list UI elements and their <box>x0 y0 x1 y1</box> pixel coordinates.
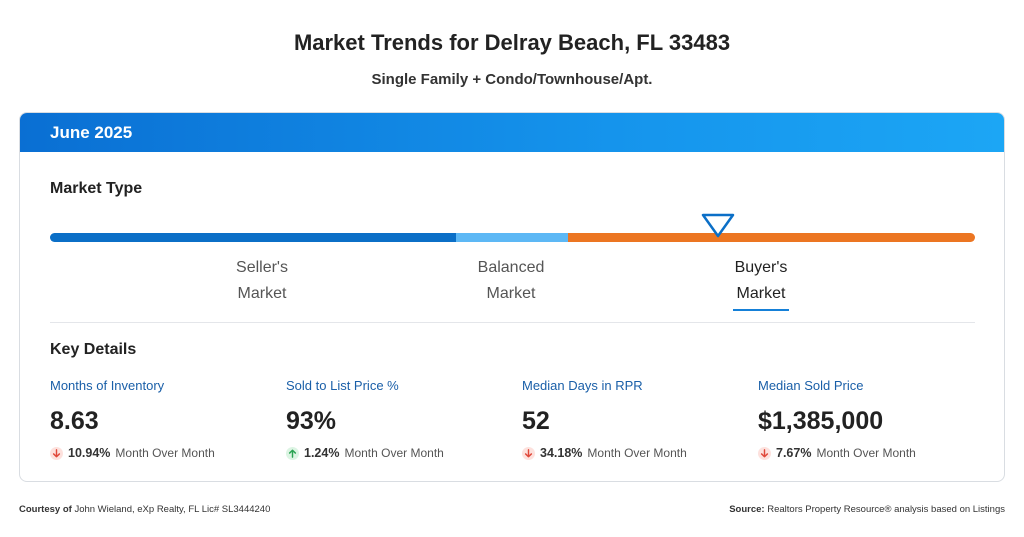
metric-value: 8.63 <box>50 407 99 435</box>
metric-label: Sold to List Price % <box>286 378 399 393</box>
balanced-market-bar-segment <box>456 233 569 242</box>
metric-change-percent: 7.67% <box>776 446 812 460</box>
buyer-market-label-line2: Market <box>736 285 786 302</box>
metric-median-sold-price: Median Sold Price $1,385,000 7.67% Month… <box>758 378 978 460</box>
seller-market-label-line2: Market <box>237 285 287 302</box>
key-details-heading: Key Details <box>50 341 137 358</box>
source-footer: Source: Realtors Property Resource® anal… <box>729 504 1005 515</box>
source-label: Source: <box>729 504 765 515</box>
metric-change-period: Month Over Month <box>344 446 444 460</box>
balanced-market-label-line1: Balanced <box>477 259 545 276</box>
metric-change-percent: 34.18% <box>540 446 583 460</box>
metric-sold-to-list-price: Sold to List Price % 93% 1.24% Month Ove… <box>286 378 506 460</box>
section-divider <box>50 322 975 323</box>
balanced-market-label: Balanced Market <box>441 255 581 307</box>
buyer-market-label: Buyer's Market <box>691 255 831 311</box>
metric-change-period: Month Over Month <box>816 446 916 460</box>
card-header: June 2025 <box>20 113 1004 152</box>
courtesy-label: Courtesy of <box>19 504 72 515</box>
metric-value: $1,385,000 <box>758 407 884 435</box>
metric-months-of-inventory: Months of Inventory 8.63 10.94% Month Ov… <box>50 378 270 460</box>
metric-change: 1.24% Month Over Month <box>286 446 506 460</box>
arrow-up-icon <box>286 446 299 460</box>
metric-value: 52 <box>522 407 550 435</box>
courtesy-footer: Courtesy of John Wieland, eXp Realty, FL… <box>19 504 270 515</box>
metric-value: 93% <box>286 407 337 435</box>
metric-change: 10.94% Month Over Month <box>50 446 270 460</box>
arrow-down-icon <box>522 446 535 460</box>
arrow-down-icon <box>50 446 63 460</box>
buyer-market-label-line1: Buyer's <box>734 259 788 276</box>
metric-change-period: Month Over Month <box>115 446 215 460</box>
seller-market-bar-segment <box>50 233 460 242</box>
metric-change: 7.67% Month Over Month <box>758 446 978 460</box>
period-label: June 2025 <box>50 122 133 142</box>
active-market-underline <box>733 309 789 311</box>
arrow-down-icon <box>758 446 771 460</box>
courtesy-text: John Wieland, eXp Realty, FL Lic# SL3444… <box>74 504 271 515</box>
metric-change: 34.18% Month Over Month <box>522 446 742 460</box>
balanced-market-label-line2: Market <box>486 285 536 302</box>
market-type-heading: Market Type <box>50 180 143 197</box>
metric-change-percent: 10.94% <box>68 446 111 460</box>
metric-label: Median Sold Price <box>758 378 864 393</box>
triangle-down-indicator-icon <box>701 213 735 238</box>
page-title: Market Trends for Delray Beach, FL 33483 <box>293 30 731 55</box>
market-trends-card: June 2025 Market Type Seller's Market Ba… <box>19 112 1005 482</box>
metric-label: Median Days in RPR <box>522 378 643 393</box>
buyer-market-bar-segment <box>568 233 975 242</box>
metric-change-percent: 1.24% <box>304 446 340 460</box>
metric-median-days-in-rpr: Median Days in RPR 52 34.18% Month Over … <box>522 378 742 460</box>
metric-change-period: Month Over Month <box>587 446 687 460</box>
seller-market-label-line1: Seller's <box>236 259 288 276</box>
page-subtitle: Single Family + Condo/Townhouse/Apt. <box>371 71 653 88</box>
seller-market-label: Seller's Market <box>192 255 332 307</box>
source-text: Realtors Property Resource® analysis bas… <box>767 504 1005 515</box>
metric-label: Months of Inventory <box>50 378 165 393</box>
